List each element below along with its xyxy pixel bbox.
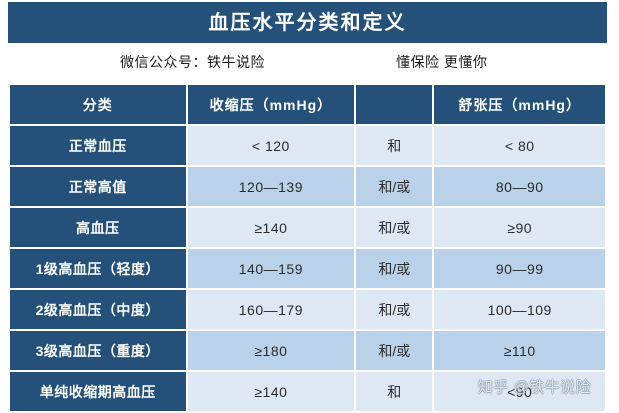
table-row: 正常血压 < 120 和 < 80 (10, 126, 605, 165)
row-category: 正常高值 (10, 167, 186, 206)
row-category: 1级高血压（轻度） (10, 249, 186, 288)
blood-pressure-table: 分类 收缩压（mmHg） 舒张压（mmHg） 正常血压 < 120 和 < 80… (8, 83, 607, 413)
table-row: 单纯收缩期高血压 ≥140 和 <90 (10, 372, 605, 411)
row-diastolic: 90—99 (434, 249, 605, 288)
table-row: 2级高血压（中度） 160—179 和/或 100—109 (10, 290, 605, 329)
row-operator: 和/或 (356, 331, 433, 370)
table-row: 正常高值 120—139 和/或 80—90 (10, 167, 605, 206)
row-category: 正常血压 (10, 126, 186, 165)
row-category: 单纯收缩期高血压 (10, 372, 186, 411)
title-bar: 血压水平分类和定义 (8, 2, 607, 43)
row-operator: 和/或 (356, 249, 433, 288)
wechat-account-label: 微信公众号：铁牛说险 (120, 54, 265, 70)
table-row: 3级高血压（重度） ≥180 和/或 ≥110 (10, 331, 605, 370)
row-diastolic: 80—90 (434, 167, 605, 206)
row-systolic: ≥180 (187, 331, 355, 370)
row-operator: 和/或 (356, 167, 433, 206)
row-systolic: ≥140 (187, 372, 355, 411)
row-diastolic: ≥90 (434, 208, 605, 247)
row-diastolic: < 80 (434, 126, 605, 165)
row-systolic: 160—179 (187, 290, 355, 329)
row-systolic: 140—159 (187, 249, 355, 288)
row-category: 高血压 (10, 208, 186, 247)
row-systolic: 120—139 (187, 167, 355, 206)
row-diastolic: ≥110 (434, 331, 605, 370)
table-header-row: 分类 收缩压（mmHg） 舒张压（mmHg） (10, 85, 605, 124)
column-header-operator (356, 85, 433, 124)
row-operator: 和/或 (356, 290, 433, 329)
column-header-category: 分类 (10, 85, 186, 124)
slogan-label: 懂保险 更懂你 (396, 54, 488, 70)
row-operator: 和 (356, 372, 433, 411)
row-category: 2级高血压（中度） (10, 290, 186, 329)
row-category: 3级高血压（重度） (10, 331, 186, 370)
row-operator: 和/或 (356, 208, 433, 247)
table-row: 1级高血压（轻度） 140—159 和/或 90—99 (10, 249, 605, 288)
row-diastolic: 100—109 (434, 290, 605, 329)
row-operator: 和 (356, 126, 433, 165)
column-header-systolic: 收缩压（mmHg） (187, 85, 355, 124)
row-systolic: ≥140 (187, 208, 355, 247)
row-diastolic: <90 (434, 372, 605, 411)
page-title: 血压水平分类和定义 (208, 11, 407, 34)
column-header-diastolic: 舒张压（mmHg） (434, 85, 605, 124)
row-systolic: < 120 (187, 126, 355, 165)
subtitle-row: 微信公众号：铁牛说险 懂保险 更懂你 (8, 43, 607, 81)
table-row: 高血压 ≥140 和/或 ≥90 (10, 208, 605, 247)
